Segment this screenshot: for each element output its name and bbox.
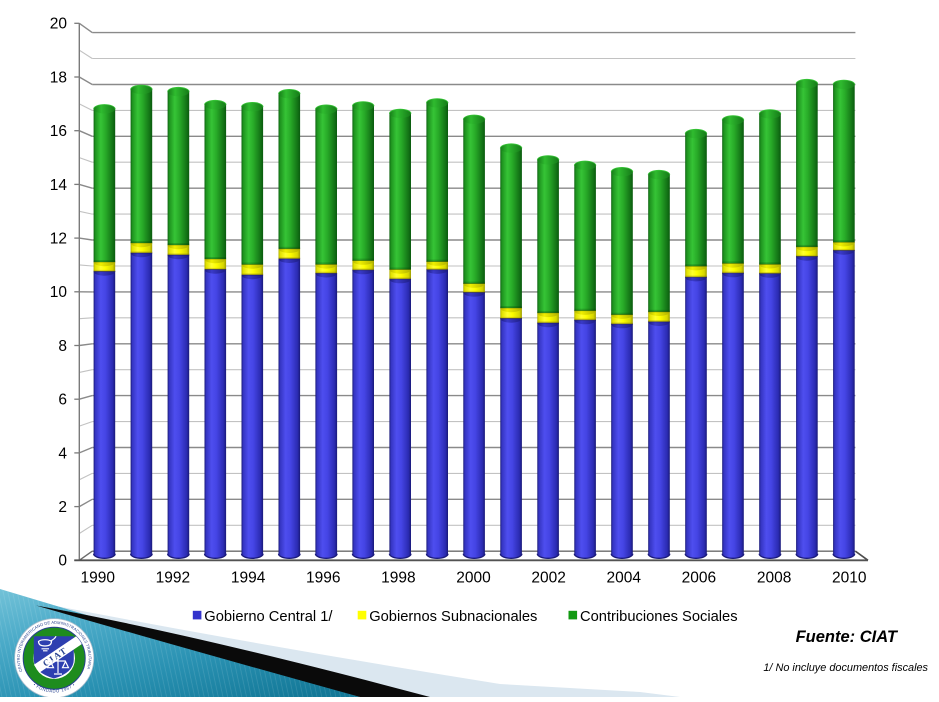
svg-text:2004: 2004	[607, 570, 642, 587]
svg-text:20: 20	[50, 16, 68, 33]
svg-text:Gobiernos Subnacionales: Gobiernos Subnacionales	[369, 609, 537, 625]
svg-text:8: 8	[58, 338, 67, 355]
svg-text:1994: 1994	[231, 570, 266, 587]
svg-text:1998: 1998	[381, 570, 415, 587]
svg-text:2000: 2000	[456, 570, 491, 587]
svg-text:6: 6	[58, 392, 67, 409]
svg-text:0: 0	[58, 553, 67, 570]
svg-text:Gobierno Central 1/: Gobierno Central 1/	[204, 609, 333, 625]
svg-text:2006: 2006	[682, 570, 716, 587]
svg-text:1992: 1992	[156, 570, 190, 587]
svg-text:2010: 2010	[832, 570, 867, 587]
svg-text:Fuente: CIAT: Fuente: CIAT	[796, 628, 899, 646]
svg-text:2008: 2008	[757, 570, 791, 587]
svg-text:10: 10	[50, 284, 68, 301]
svg-text:1990: 1990	[81, 570, 116, 587]
svg-text:Contribuciones Sociales: Contribuciones Sociales	[580, 609, 738, 625]
svg-text:2002: 2002	[531, 570, 565, 587]
svg-text:16: 16	[50, 123, 67, 140]
svg-text:4: 4	[58, 445, 67, 462]
svg-text:18: 18	[50, 69, 67, 86]
svg-text:1996: 1996	[306, 570, 340, 587]
svg-text:2: 2	[58, 499, 67, 516]
svg-text:14: 14	[50, 177, 68, 194]
svg-text:12: 12	[50, 231, 67, 248]
svg-text:1/ No incluye documentos fisca: 1/ No incluye documentos fiscales	[763, 662, 928, 674]
